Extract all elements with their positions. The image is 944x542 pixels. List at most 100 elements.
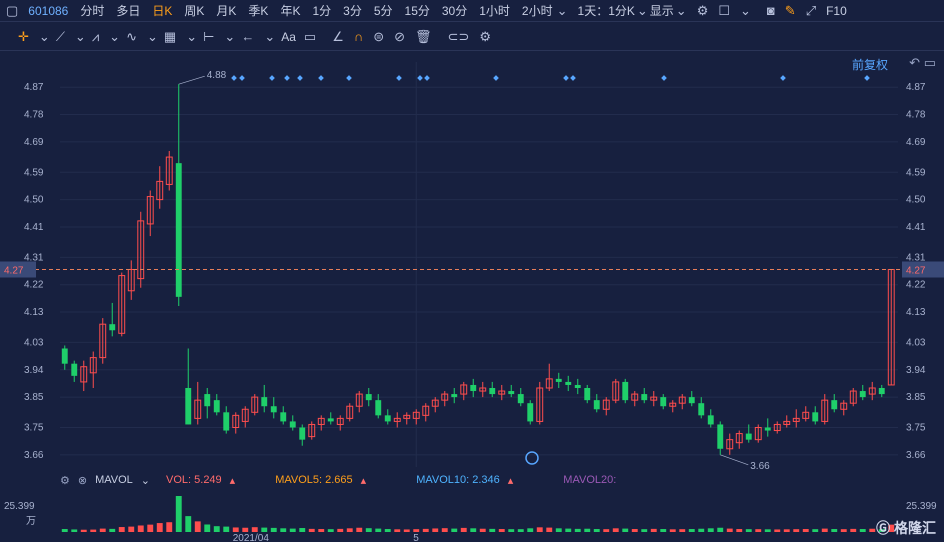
tab-年K[interactable]: 年K bbox=[280, 4, 301, 18]
price-tick-label: 3.94 bbox=[24, 365, 44, 376]
crosshair-icon[interactable]: ✛ bbox=[18, 28, 29, 44]
event-marker bbox=[346, 75, 352, 81]
candle-body bbox=[185, 388, 192, 425]
line-tool-icon[interactable]: ⟋ bbox=[55, 28, 65, 44]
tab-季K[interactable]: 季K bbox=[248, 4, 269, 18]
volume-bar bbox=[612, 528, 619, 532]
chevron-down-icon[interactable]: ⌄ bbox=[146, 28, 158, 44]
candle-body bbox=[555, 378, 562, 382]
target-icon[interactable] bbox=[525, 451, 539, 465]
trash-icon[interactable]: 🗑 bbox=[415, 28, 432, 44]
volume-bar bbox=[745, 529, 752, 532]
candle-body bbox=[280, 412, 287, 422]
sidebar-toggle-icon[interactable]: ▢ bbox=[6, 2, 19, 18]
vol-unit: 万 bbox=[26, 516, 36, 527]
chevron-down-icon[interactable]: ⌄ bbox=[186, 28, 198, 44]
tab-15分[interactable]: 15分 bbox=[404, 4, 430, 18]
tab-5分[interactable]: 5分 bbox=[373, 4, 393, 18]
tab-月K[interactable]: 月K bbox=[216, 4, 237, 18]
volume-bar bbox=[375, 528, 382, 532]
price-tick-label: 4.69 bbox=[906, 137, 926, 148]
candle-body bbox=[470, 384, 477, 392]
magnet-icon[interactable]: ∩ bbox=[353, 29, 364, 44]
comment-icon[interactable]: ▭ bbox=[303, 28, 317, 44]
link-icon[interactable]: ⊂⊃ bbox=[447, 28, 470, 44]
lock-icon[interactable]: ⊜ bbox=[373, 28, 385, 44]
fullscreen-icon[interactable]: ⤢ bbox=[805, 2, 817, 18]
indicator-settings-icon[interactable]: ⚙ bbox=[60, 474, 70, 487]
text-tool-button[interactable]: Aa bbox=[281, 29, 296, 44]
watermark-logo: Ⓖ 格隆汇 bbox=[876, 518, 936, 538]
chevron-down-icon[interactable]: ⌄ bbox=[675, 2, 687, 18]
chevron-down-icon[interactable]: ⌄ bbox=[264, 28, 276, 44]
adjust-mode-button[interactable]: 前复权 bbox=[851, 58, 888, 72]
candlesticks[interactable] bbox=[61, 84, 895, 455]
candle-body bbox=[527, 403, 534, 422]
range-tool-icon[interactable]: ⊢ bbox=[203, 28, 215, 44]
ruler-icon[interactable]: ∠ bbox=[332, 28, 344, 44]
arrow-tool-icon[interactable]: ← bbox=[241, 29, 255, 44]
candle-body bbox=[317, 417, 325, 425]
volume-bar bbox=[878, 529, 885, 532]
candle-body bbox=[479, 387, 487, 392]
volume-bar bbox=[821, 528, 828, 532]
volume-bar bbox=[147, 524, 154, 532]
pencil-icon[interactable]: ✎ bbox=[784, 2, 796, 18]
candle-body bbox=[194, 399, 202, 419]
price-axis-right: 4.87 4.78 4.69 4.59 4.50 4.41 4.31 4.22 4.13 4.03… bbox=[906, 82, 926, 461]
tab-日K[interactable]: 日K bbox=[152, 4, 173, 18]
candle-body bbox=[536, 387, 544, 422]
chevron-down-icon[interactable]: ⌄ bbox=[556, 2, 568, 18]
price-tick-label: 4.69 bbox=[24, 137, 44, 148]
kline-chart[interactable]: 4.87 4.78 4.69 4.59 4.50 4.41 4.31 4.22 4.13 4.03… bbox=[0, 52, 944, 542]
chevron-down-icon[interactable]: ⌄ bbox=[636, 2, 648, 18]
polyline-tool-icon[interactable]: ⩘ bbox=[91, 28, 100, 44]
tab-分时[interactable]: 分时 bbox=[80, 4, 105, 18]
wave-tool-icon[interactable]: ∿ bbox=[126, 28, 137, 44]
hide-icon[interactable]: ⊘ bbox=[394, 28, 406, 44]
settings-icon[interactable]: ⚙ bbox=[479, 28, 491, 44]
display-menu[interactable]: 显示 bbox=[649, 4, 674, 18]
chevron-down-icon[interactable]: ⌄ bbox=[224, 28, 236, 44]
tab-1小时[interactable]: 1小时 bbox=[479, 4, 510, 18]
chevron-down-icon[interactable]: ⌄ bbox=[109, 28, 121, 44]
volume-bars bbox=[61, 495, 895, 532]
camera-icon[interactable]: ◙ bbox=[766, 3, 775, 18]
volume-bar bbox=[565, 528, 572, 532]
volume-bar bbox=[109, 528, 116, 532]
chart-tool-icon[interactable]: ▦ bbox=[163, 28, 177, 44]
candle-body bbox=[574, 384, 581, 388]
f10-button[interactable]: F10 bbox=[826, 3, 847, 18]
redo-icon[interactable]: ▭ bbox=[923, 55, 936, 70]
indicator-close-icon[interactable]: ⊗ bbox=[77, 474, 88, 487]
tab-3分[interactable]: 3分 bbox=[343, 4, 362, 18]
chevron-down-icon[interactable]: ⌄ bbox=[740, 2, 751, 18]
gear-icon[interactable]: ⚙ bbox=[696, 2, 709, 18]
candle-body bbox=[622, 381, 629, 401]
tab-1分[interactable]: 1分 bbox=[312, 4, 332, 18]
event-marker bbox=[417, 75, 423, 81]
volume-bar bbox=[679, 529, 686, 532]
chevron-down-icon[interactable]: ⌄ bbox=[74, 28, 86, 44]
tab-多日[interactable]: 多日 bbox=[116, 4, 141, 18]
undo-icon[interactable]: ↶ bbox=[909, 55, 921, 70]
tab-周K[interactable]: 周K bbox=[184, 4, 205, 18]
indicator-name[interactable]: MAVOL bbox=[95, 474, 133, 486]
volume-bar bbox=[90, 529, 97, 532]
candle-body bbox=[754, 427, 762, 441]
volume-bar bbox=[99, 528, 106, 532]
mavol10-value: MAVOL10: 2.346 bbox=[416, 474, 500, 486]
candle-body bbox=[308, 423, 316, 438]
chevron-down-icon[interactable]: ⌄ bbox=[38, 28, 50, 44]
chevron-down-icon[interactable]: ⌄ bbox=[140, 474, 151, 487]
period-dropdown[interactable]: 1天：1分K bbox=[577, 4, 635, 18]
candle-body bbox=[517, 394, 524, 404]
candle-body bbox=[393, 417, 401, 422]
checkbox-icon[interactable]: ☐ bbox=[718, 2, 731, 18]
tab-30分[interactable]: 30分 bbox=[441, 4, 468, 18]
volume-bar bbox=[527, 528, 534, 532]
tab-2小时[interactable]: 2小时 bbox=[521, 4, 553, 18]
volume-bar bbox=[707, 528, 714, 532]
volume-bar bbox=[508, 529, 515, 532]
price-tick-label: 4.78 bbox=[24, 110, 44, 121]
